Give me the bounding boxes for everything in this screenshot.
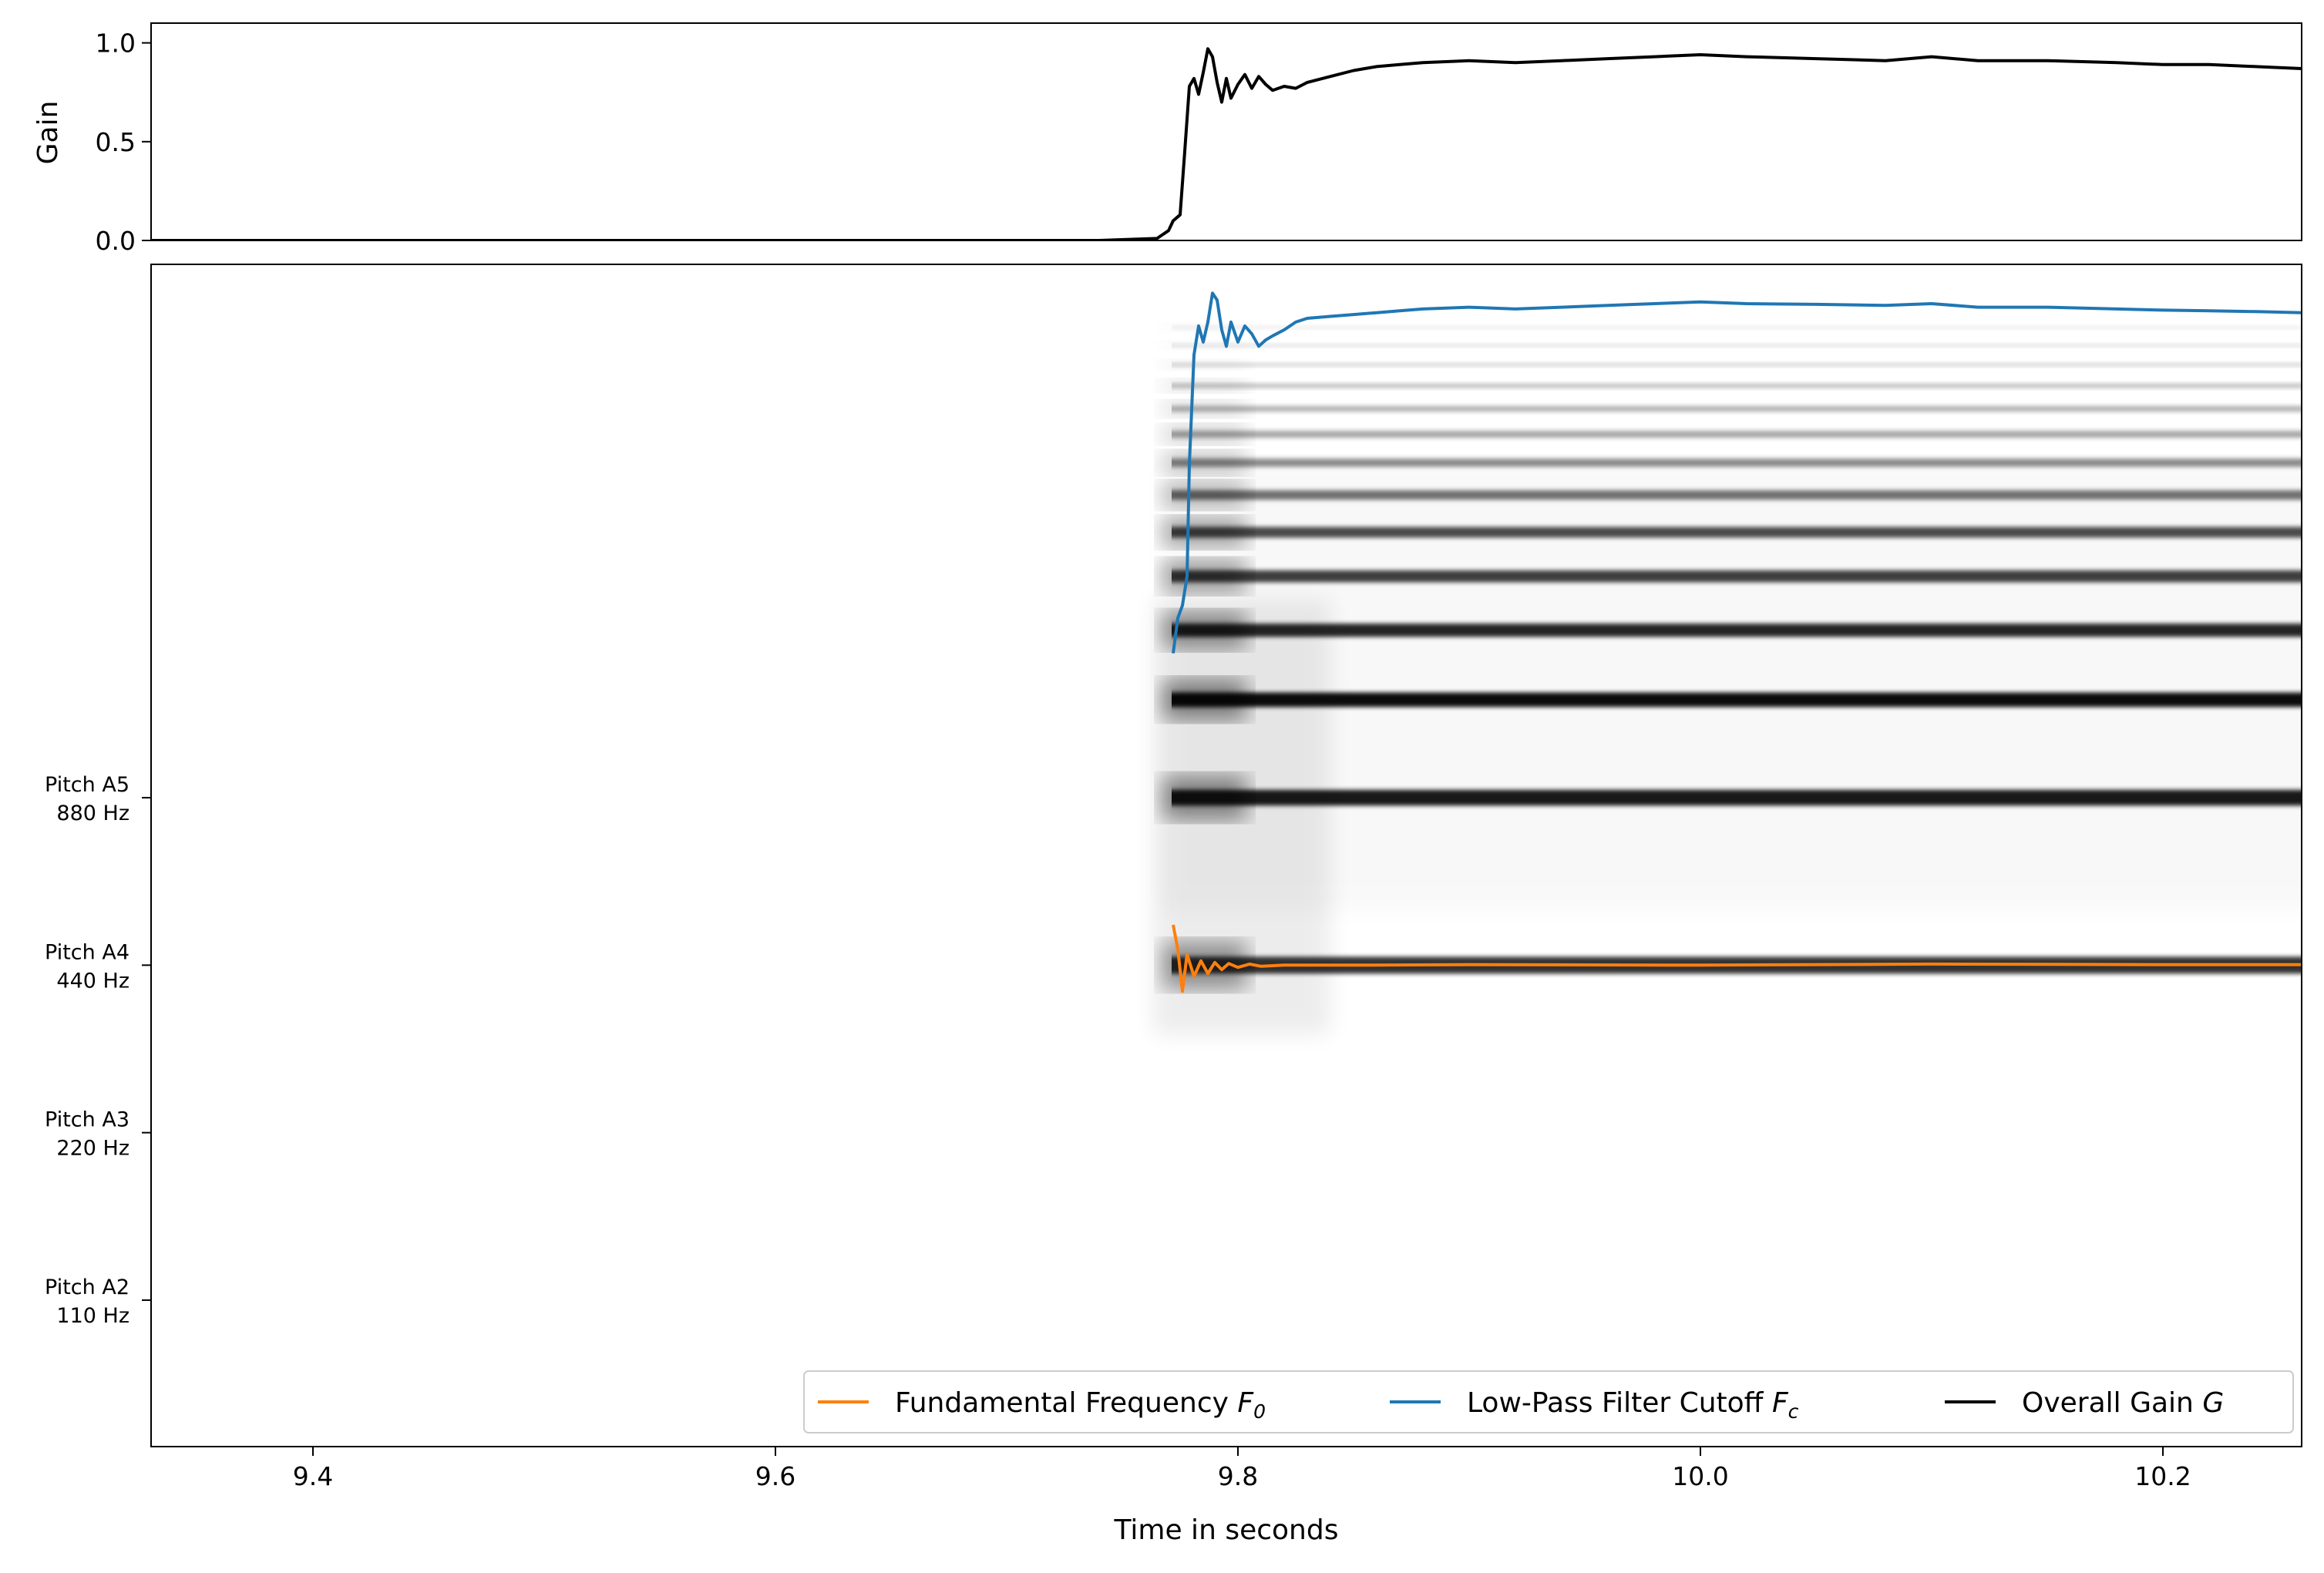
harmonic-band [1172, 623, 2302, 637]
harmonic-band [1172, 383, 2302, 388]
gain-line [151, 47, 2302, 240]
legend-box [803, 1370, 2294, 1434]
harmonic-band [1172, 458, 2302, 467]
time-xtick-label: 10.0 [1672, 1461, 1728, 1491]
harmonic-onset [1162, 400, 1247, 418]
spectrogram-heatmap [1153, 323, 2302, 1035]
pitch-ytick-hz: 220 Hz [56, 1137, 129, 1161]
harmonic-band [1172, 526, 2302, 538]
harmonic-onset [1162, 360, 1247, 370]
pitch-ytick-name: Pitch A5 [45, 773, 129, 797]
harmonic-onset [1162, 379, 1247, 392]
time-xtick-label: 9.6 [755, 1461, 795, 1491]
time-xtick-label: 10.2 [2134, 1461, 2191, 1491]
pitch-ytick-name: Pitch A4 [45, 940, 129, 964]
pitch-ytick-name: Pitch A3 [45, 1108, 129, 1132]
pitch-ytick-hz: 110 Hz [56, 1304, 129, 1328]
harmonic-onset [1162, 481, 1247, 509]
pitch-ytick-hz: 880 Hz [56, 802, 129, 825]
gain-ytick-label: 0.0 [96, 226, 136, 256]
harmonic-band [1172, 570, 2302, 583]
harmonic-band [1172, 490, 2302, 500]
harmonic-onset [1162, 341, 1247, 350]
harmonic-band [1172, 325, 2302, 329]
legend-label: Fundamental Frequency F0 [895, 1387, 1266, 1423]
time-xtick-label: 9.8 [1218, 1461, 1258, 1491]
gain-axes-frame [150, 22, 2302, 241]
harmonic-band [1172, 344, 2302, 348]
harmonic-onset [1162, 451, 1247, 475]
legend-label: Low-Pass Filter Cutoff Fc [1467, 1387, 1799, 1423]
gain-axis-label: Gain [32, 101, 64, 165]
harmonic-band [1172, 363, 2302, 367]
legend: Fundamental Frequency F0 Low-Pass Filter … [803, 1370, 2294, 1434]
harmonic-onset [1162, 559, 1247, 593]
harmonic-band [1172, 692, 2302, 708]
harmonic-band [1172, 789, 2302, 806]
gain-ytick-label: 0.5 [96, 127, 136, 157]
time-xtick-label: 9.4 [293, 1461, 333, 1491]
pitch-ytick-name: Pitch A2 [45, 1276, 129, 1299]
harmonic-band [1172, 405, 2302, 412]
cutoff-line [1172, 291, 2302, 654]
f0-line [1172, 924, 2302, 993]
spectrogram-axes-frame [150, 264, 2302, 1447]
time-axis-label: Time in seconds [1114, 1514, 1339, 1546]
gain-panel: 0.0 0.5 1.0 Gain [32, 22, 2302, 256]
harmonic-onset [1162, 424, 1247, 445]
legend-label: Overall Gain G [2022, 1387, 2224, 1419]
harmonic-onset [1162, 516, 1247, 548]
harmonic-band [1172, 430, 2302, 439]
harmonic-onset [1162, 679, 1247, 721]
harmonic-onset [1162, 775, 1247, 820]
spectrogram-panel: Pitch A5 880 Hz Pitch A4 440 Hz Pitch A3 220 … [45, 264, 2302, 1546]
pitch-ytick-hz: 440 Hz [56, 969, 129, 993]
harmonic-onset [1162, 323, 1247, 332]
gain-ytick-label: 1.0 [96, 29, 136, 59]
